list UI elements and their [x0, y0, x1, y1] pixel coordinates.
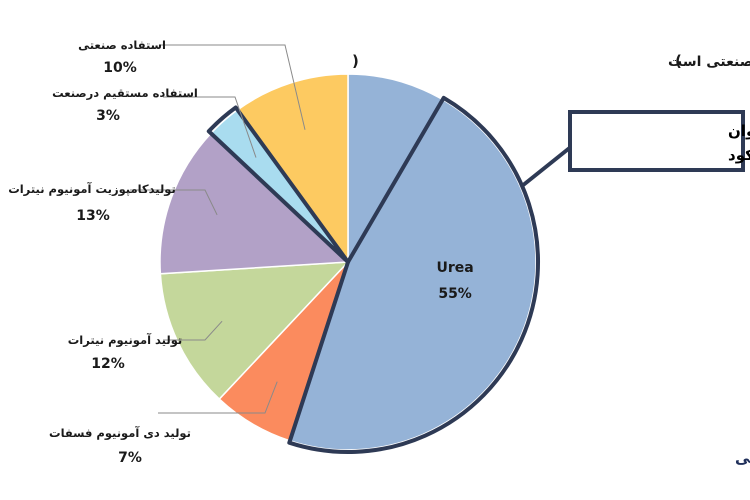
slice-label-2-value: 7%: [118, 450, 142, 466]
leader-line-6: [160, 44, 306, 130]
slice-label-6-value: 10%: [103, 60, 137, 76]
industrial-note-callout: 8.4 درصد اوره برای مصارف صنعتی است ( ): [352, 52, 750, 70]
pie-slice-1: [288, 73, 537, 451]
leader-line-3: [163, 320, 223, 341]
fertilizer-callout-line-2: کود: [728, 146, 750, 164]
leader-line-2: [158, 381, 278, 414]
fertilizer-callout-line-1: استفاده به عنوان: [728, 122, 750, 140]
urea-fertilizer-outline: [287, 95, 540, 454]
slice-label-4-value: 13%: [76, 208, 110, 224]
pie-slice-6: [236, 73, 349, 265]
fertilizer-callout: استفاده به عنوان کود: [520, 110, 750, 188]
industrial-note-text: 8.4 درصد اوره برای مصارف صنعتی است: [668, 54, 750, 70]
slice-label-4-name: تولیدکامپوزیت آمونیوم نیترات: [8, 182, 176, 197]
note-close-paren: ): [352, 52, 359, 70]
slice-label-6-name: استفاده صنعتی: [78, 38, 166, 52]
direct-industry-outline: [206, 105, 350, 264]
leader-line-4: [130, 189, 218, 216]
slice-label-3-value: 12%: [91, 356, 125, 372]
fertilizer-callout-box: [568, 110, 745, 172]
footer-brand: مقالات آبتین شیمی: [735, 449, 750, 467]
slice-label-5-name: استفاده مستقیم درصنعت: [52, 86, 198, 100]
note-open-paren: (: [675, 52, 682, 70]
leader-line-5: [163, 96, 257, 158]
pie-slice-4: [159, 132, 350, 275]
slice-label-3-name: تولید آمونیوم نیترات: [68, 333, 182, 348]
pie-slice-3: [159, 261, 350, 401]
fertilizer-callout-leader: [520, 144, 574, 188]
slice-label-1-name: Urea: [436, 260, 473, 276]
slice-label-5-value: 3%: [96, 108, 120, 124]
slice-label-2-name: تولید دی آمونیوم فسفات: [49, 426, 191, 441]
slice-label-1-value: 55%: [438, 286, 472, 302]
